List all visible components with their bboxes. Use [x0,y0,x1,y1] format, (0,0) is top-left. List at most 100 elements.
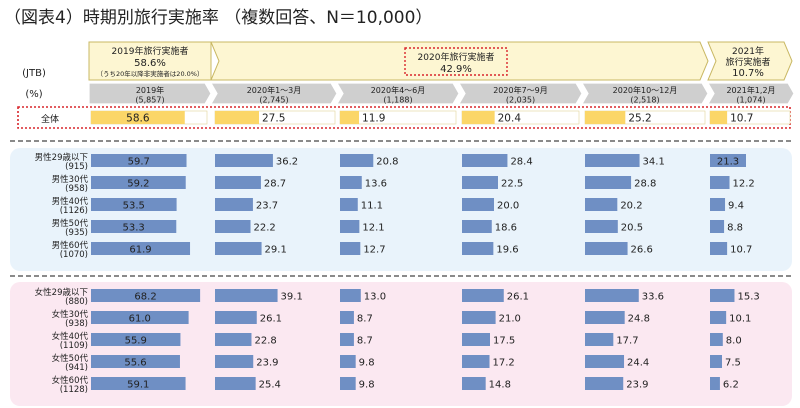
female-bar [585,355,625,368]
female-value-label: 26.1 [507,292,529,303]
female-value-label: 14.8 [489,380,511,391]
female-value-label: 26.1 [260,314,282,325]
female-value-label: 24.4 [627,358,649,369]
female-bar [215,333,252,346]
female-value-label: 55.9 [125,336,147,347]
male-value-label: 23.7 [256,201,278,212]
male-value-label: 61.9 [129,245,151,256]
male-bar [91,154,187,167]
male-value-label: 8.8 [727,223,743,234]
male-value-label: 22.2 [254,223,276,234]
total-value-label: 25.2 [628,113,651,125]
female-bar [91,311,189,324]
male-value-label: 9.4 [728,201,744,212]
banner-2021-line-1: 2021年 [732,45,764,57]
male-value-label: 22.5 [501,179,523,190]
total-bar [91,111,185,124]
total-bar [340,111,360,124]
total-row-highlight [17,106,791,129]
male-value-label: 21.3 [717,157,739,168]
male-value-label: 29.1 [265,245,287,256]
female-bar [340,355,356,368]
total-bar [710,111,728,124]
female-value-label: 9.8 [359,380,375,391]
female-value-label: 9.8 [359,358,375,369]
banner-2019-line-3: （うち20年以降非実施者は20.0%） [97,69,204,78]
male-bar [215,176,261,189]
male-bar [710,176,730,189]
row-label-female: 女性30代 [52,309,89,320]
male-value-label: 26.6 [631,245,653,256]
row-label-female: 女性40代 [52,331,89,342]
female-value-label: 23.9 [626,380,648,391]
female-bar [215,311,257,324]
male-bar [91,198,177,211]
column-header-count: (1,188) [383,96,412,105]
row-count-male: (1070) [60,250,88,260]
female-bar [215,377,256,390]
row-label-female: 女性60代 [52,375,89,386]
female-bar [340,289,361,302]
male-bar [91,242,191,255]
female-value-label: 8.7 [357,314,373,325]
female-bar [710,289,735,302]
male-bar [215,154,273,167]
female-value-label: 17.2 [493,358,515,369]
row-count-female: (938) [65,319,88,329]
unit-label: (%) [25,89,42,100]
male-value-label: 20.5 [621,223,643,234]
female-value-label: 8.7 [357,336,373,347]
female-bar [710,311,727,324]
female-bar [585,377,624,390]
male-value-label: 11.1 [361,201,383,212]
male-bar [462,242,494,255]
row-label-female: 女性29歳以下 [35,287,89,298]
banner-2020-highlight [404,47,508,76]
male-bar [585,242,628,255]
total-bar [462,111,495,124]
row-count-female: (1128) [60,385,88,395]
row-label-male: 男性29歳以下 [35,152,89,163]
male-value-label: 19.6 [496,245,518,256]
row-count-female: (941) [65,363,88,373]
female-value-label: 6.2 [723,380,739,391]
row-count-male: (915) [65,162,88,172]
female-value-label: 15.3 [737,292,759,303]
female-bar [462,289,504,302]
column-header-2 [335,82,460,105]
female-value-label: 24.8 [628,314,650,325]
male-bar [462,220,492,233]
female-bar [340,311,354,324]
banner-2020 [210,41,709,81]
female-bar [91,289,201,302]
female-bar [215,289,278,302]
total-value-label: 10.7 [730,113,753,125]
female-value-label: 8.0 [726,336,742,347]
banner-2019-line-1: 2019年旅行実施者 [112,45,189,57]
source-label: (JTB) [22,68,46,79]
male-value-label: 10.7 [730,245,752,256]
male-value-label: 53.5 [123,201,145,212]
male-value-label: 20.2 [620,201,642,212]
male-value-label: 59.7 [128,157,150,168]
male-bar [585,198,618,211]
total-bar [585,111,626,124]
column-header-count: (2,035) [506,96,535,105]
female-value-label: 13.0 [364,292,386,303]
column-header-label: 2020年7～9月 [493,85,548,95]
female-bar [462,333,490,346]
column-header-label: 2021年1,2月 [726,85,775,95]
column-header-count: (1,074) [736,96,765,105]
banner-2020-line-1: 2020年旅行実施者 [418,51,495,63]
female-bar [340,377,356,390]
column-header-3 [457,82,583,105]
banner-2021 [707,41,793,81]
male-value-label: 12.2 [733,179,755,190]
male-bar [340,220,360,233]
male-bar [462,154,508,167]
male-value-label: 12.7 [363,245,385,256]
male-value-label: 34.1 [643,157,665,168]
column-header-4 [580,82,709,105]
column-header-count: (5,857) [135,96,164,105]
